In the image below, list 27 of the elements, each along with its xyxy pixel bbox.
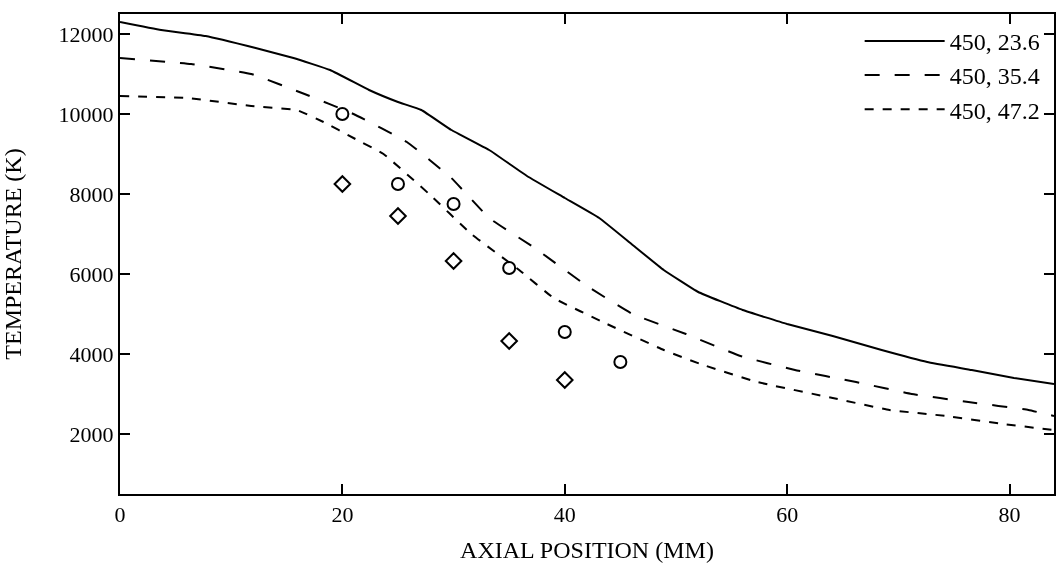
legend-label: 450, 47.2 (949, 97, 1040, 124)
x-tick-label: 80 (998, 502, 1021, 528)
legend-label: 450, 23.6 (949, 29, 1040, 56)
y-tick-label: 8000 (69, 181, 114, 207)
point (390, 177, 405, 191)
point (446, 197, 461, 211)
point (444, 252, 463, 270)
x-tick-label: 0 (114, 502, 126, 528)
point (333, 175, 352, 193)
x-tick-label: 40 (553, 502, 576, 528)
point (613, 355, 628, 369)
point (389, 207, 407, 225)
y-tick-label: 12000 (58, 21, 114, 47)
y-axis-title: TEMPERATURE (K) (0, 148, 27, 360)
x-tick-label: 60 (776, 502, 799, 528)
y-tick-label: 10000 (58, 101, 114, 127)
point (555, 371, 574, 389)
point (557, 325, 572, 339)
x-tick-label: 20 (331, 502, 354, 528)
point (335, 107, 350, 121)
y-tick-label: 2000 (69, 421, 114, 447)
legend-label: 450, 35.4 (949, 63, 1040, 90)
point (502, 261, 517, 275)
y-tick-label: 6000 (69, 261, 114, 287)
point (500, 332, 518, 350)
x-axis-title: AXIAL POSITION (MM) (460, 537, 714, 564)
y-tick-label: 4000 (69, 341, 114, 367)
